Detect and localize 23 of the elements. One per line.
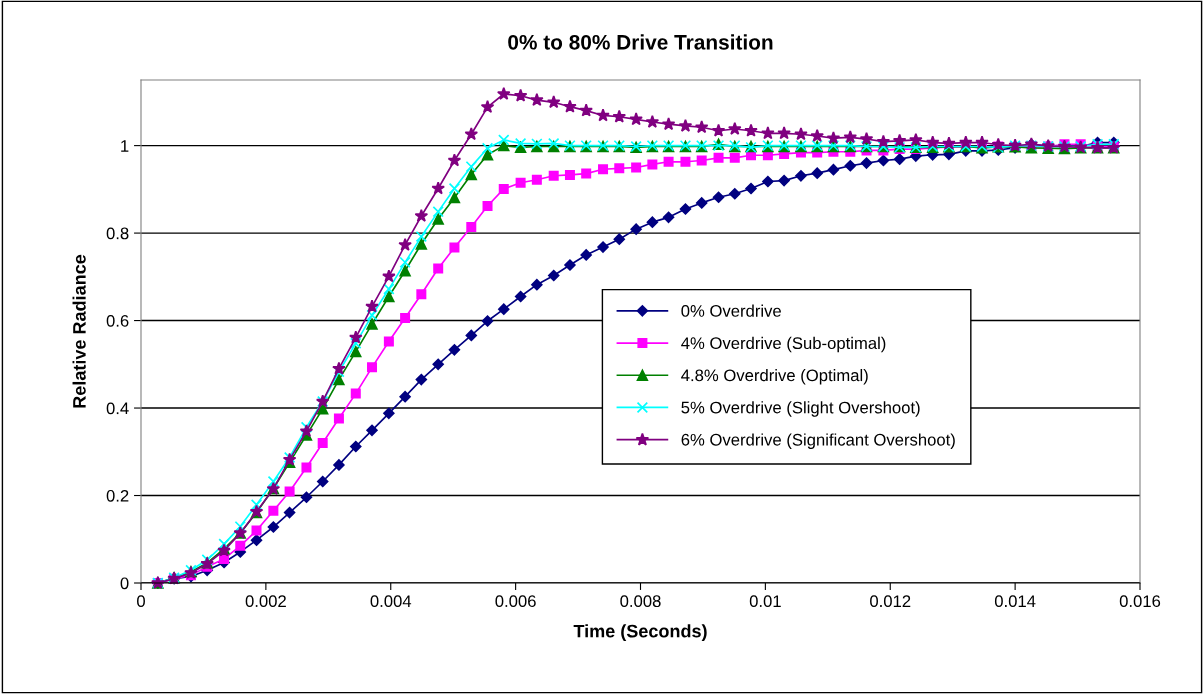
x-tick-label: 0.008 (620, 595, 661, 608)
x-tick-label: 0 (137, 595, 145, 608)
x-axis-title: Time (Seconds) (573, 624, 707, 642)
x-tick-label: 0.014 (994, 595, 1036, 608)
x-tick-label: 0.004 (370, 595, 412, 608)
y-tick-label: 0 (120, 577, 129, 590)
y-axis-title: Relative Radiance (72, 254, 86, 408)
y-tick-label: 0.8 (106, 227, 129, 240)
y-tick-label: 0.4 (106, 402, 129, 415)
legend-label: 4% Overdrive (Sub-optimal) (681, 336, 886, 353)
legend-label: 5% Overdrive (Slight Overshoot) (681, 401, 920, 417)
legend-label: 4.8% Overdrive (Optimal) (681, 369, 868, 385)
chart-title: 0% to 80% Drive Transition (508, 34, 773, 50)
x-tick-label: 0.016 (1119, 595, 1161, 608)
x-tick-label: 0.002 (245, 595, 286, 608)
legend-label: 6% Overdrive (Significant Overshoot) (681, 433, 955, 449)
x-tick-label: 0.012 (870, 595, 911, 608)
x-tick-label: 0.01 (749, 595, 781, 608)
x-tick-label: 0.006 (495, 595, 536, 608)
y-tick-label: 1 (121, 140, 129, 152)
legend-label: 0% Overdrive (681, 304, 781, 317)
y-tick-label: 0.6 (106, 314, 129, 327)
y-tick-label: 0.2 (106, 489, 129, 502)
